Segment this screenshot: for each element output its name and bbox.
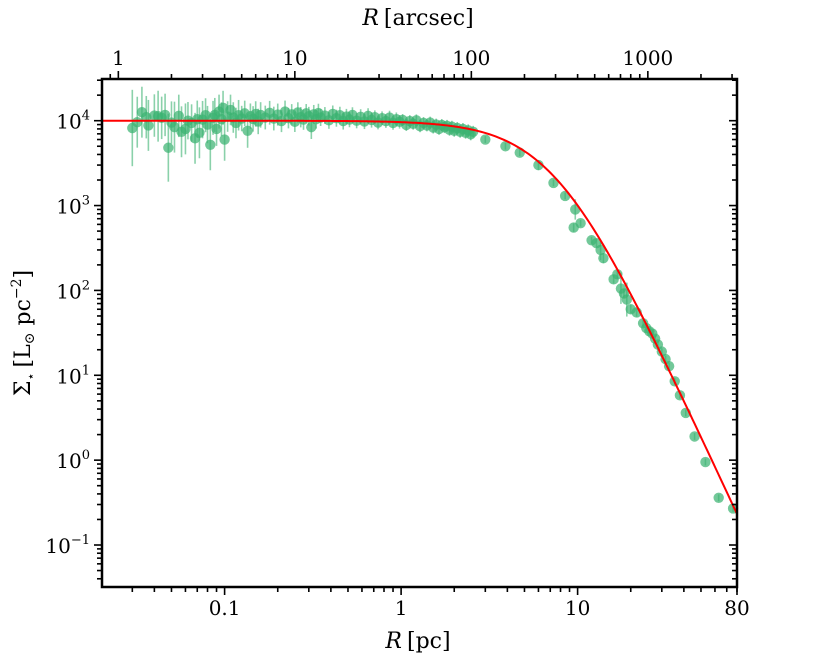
point-marker <box>163 143 173 153</box>
data-points <box>127 87 738 514</box>
point-marker <box>205 140 215 150</box>
y-tick-exp: −1 <box>71 533 90 548</box>
point-marker <box>211 124 221 134</box>
plot-frame <box>102 79 737 587</box>
model-fit-line <box>102 121 737 514</box>
y-axis-sub: ⋆ <box>24 372 39 380</box>
y-tick-base: 10 <box>56 195 81 219</box>
y-tick-exp: 2 <box>82 278 90 293</box>
x2-axis-title: R [arcsec] <box>361 6 473 31</box>
data-point <box>143 100 153 151</box>
y-axis-title: Σ⋆ [L⊙ pc−2] <box>9 270 39 396</box>
y-tick-label: 100 <box>56 448 90 473</box>
y-tick-base: 10 <box>56 449 81 473</box>
x-tick-label: 10 <box>565 596 590 620</box>
data-point <box>480 134 490 144</box>
axis-ticks <box>94 71 737 595</box>
y-tick-label: 104 <box>56 109 90 134</box>
point-marker <box>598 253 608 263</box>
x-tick-label: 1 <box>395 596 408 620</box>
point-marker <box>713 493 723 503</box>
y-tick-base: 10 <box>56 110 81 134</box>
point-marker <box>575 218 585 228</box>
x-tick-label: 80 <box>724 596 749 620</box>
y-axis-sun: ⊙ <box>22 333 38 345</box>
data-point <box>598 253 608 263</box>
point-marker <box>622 294 632 304</box>
y-tick-exp: 4 <box>82 109 90 124</box>
x-tick-label: 0.1 <box>209 596 241 620</box>
y-tick-label: 102 <box>56 278 90 303</box>
y-tick-label: 103 <box>56 194 90 219</box>
data-point <box>575 218 585 228</box>
y-axis-unit-open: [L <box>11 344 36 368</box>
x2-axis-var: R <box>361 6 379 31</box>
y-tick-base: 10 <box>56 364 81 388</box>
y-tick-exp: 1 <box>82 363 90 378</box>
y-axis-sym: Σ <box>11 381 36 397</box>
x2-tick-label: 10 <box>282 46 307 70</box>
y-axis-unit-close: ] <box>11 270 36 279</box>
point-marker <box>700 457 710 467</box>
data-point <box>700 457 710 467</box>
x-axis-title: R [pc] <box>384 629 450 654</box>
x2-tick-label: 1000 <box>622 46 673 70</box>
y-tick-base: 10 <box>56 279 81 303</box>
point-marker <box>480 134 490 144</box>
point-marker <box>219 134 229 144</box>
data-point <box>127 90 137 166</box>
y-tick-base: 10 <box>45 534 70 558</box>
x-axis-var: R <box>384 629 402 654</box>
y-axis-unit-mid: pc <box>11 299 36 332</box>
y-tick-exp: 3 <box>82 194 90 209</box>
data-point <box>713 493 723 503</box>
x2-tick-label: 1 <box>112 46 125 70</box>
point-marker <box>174 111 184 121</box>
point-marker <box>143 120 153 130</box>
point-marker <box>132 117 142 127</box>
y-axis-sup: −2 <box>9 278 25 299</box>
x2-axis-unit: [arcsec] <box>384 6 474 31</box>
y-tick-label: 10−1 <box>45 533 90 558</box>
y-tick-label: 101 <box>56 363 90 388</box>
data-point <box>132 97 142 148</box>
x2-tick-label: 100 <box>452 46 490 70</box>
point-marker <box>242 126 252 136</box>
x-axis-unit: [pc] <box>407 629 451 654</box>
y-tick-exp: 0 <box>82 448 90 463</box>
